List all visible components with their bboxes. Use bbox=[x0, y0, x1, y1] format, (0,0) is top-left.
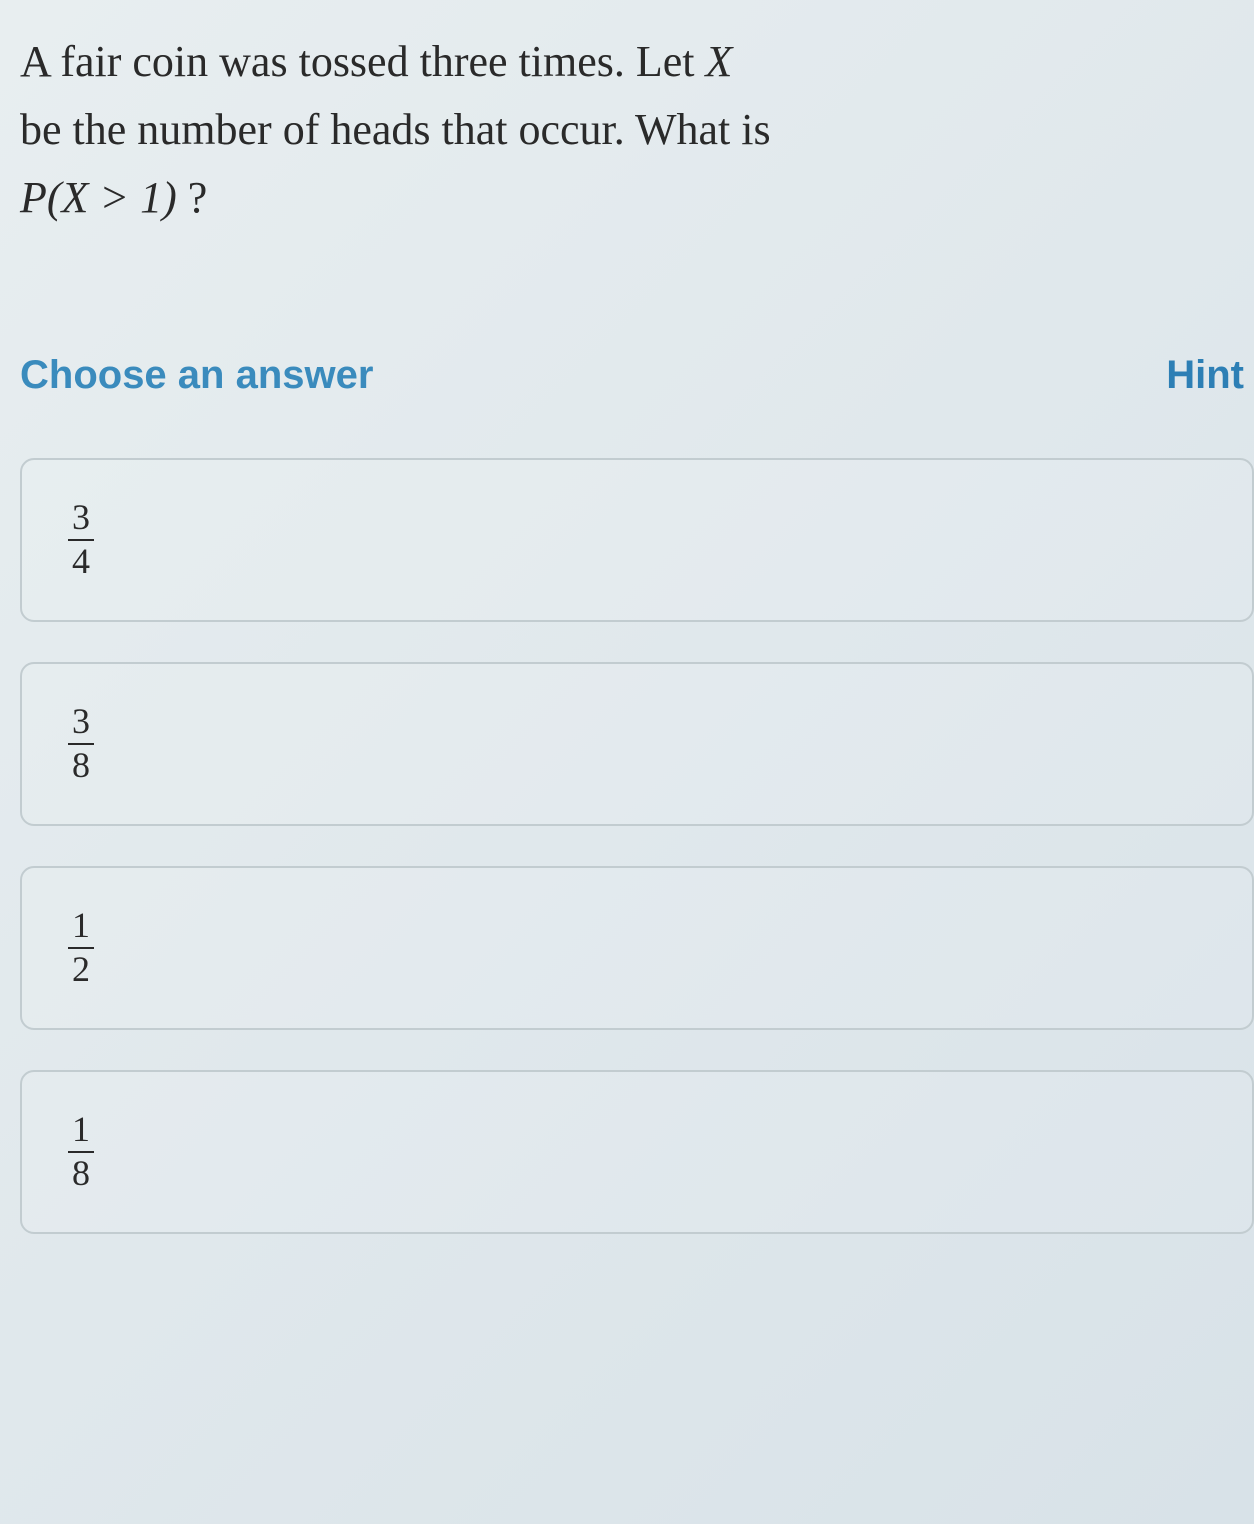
fraction: 3 4 bbox=[68, 499, 94, 581]
question-expression: P(X > 1) bbox=[20, 173, 177, 222]
fraction-denominator: 8 bbox=[68, 743, 94, 785]
fraction-numerator: 3 bbox=[68, 499, 94, 539]
hint-button[interactable]: Hint bbox=[1166, 353, 1244, 398]
question-variable: X bbox=[705, 37, 732, 86]
choice-option[interactable]: 1 8 bbox=[20, 1070, 1254, 1234]
fraction-numerator: 1 bbox=[68, 1111, 94, 1151]
fraction: 3 8 bbox=[68, 703, 94, 785]
fraction: 1 8 bbox=[68, 1111, 94, 1193]
choice-option[interactable]: 1 2 bbox=[20, 866, 1254, 1030]
fraction-denominator: 8 bbox=[68, 1151, 94, 1193]
choice-option[interactable]: 3 4 bbox=[20, 458, 1254, 622]
fraction-numerator: 3 bbox=[68, 703, 94, 743]
choose-answer-label: Choose an answer bbox=[20, 353, 373, 398]
question-line2: be the number of heads that occur. What … bbox=[20, 105, 771, 154]
fraction-denominator: 4 bbox=[68, 539, 94, 581]
question-text: A fair coin was tossed three times. Let … bbox=[20, 28, 1254, 233]
question-mark: ? bbox=[177, 173, 208, 222]
fraction-numerator: 1 bbox=[68, 907, 94, 947]
fraction-denominator: 2 bbox=[68, 947, 94, 989]
fraction: 1 2 bbox=[68, 907, 94, 989]
question-line1-pre: A fair coin was tossed three times. Let bbox=[20, 37, 705, 86]
choices-list: 3 4 3 8 1 2 1 8 bbox=[20, 458, 1254, 1234]
answer-header-row: Choose an answer Hint bbox=[20, 353, 1254, 398]
choice-option[interactable]: 3 8 bbox=[20, 662, 1254, 826]
